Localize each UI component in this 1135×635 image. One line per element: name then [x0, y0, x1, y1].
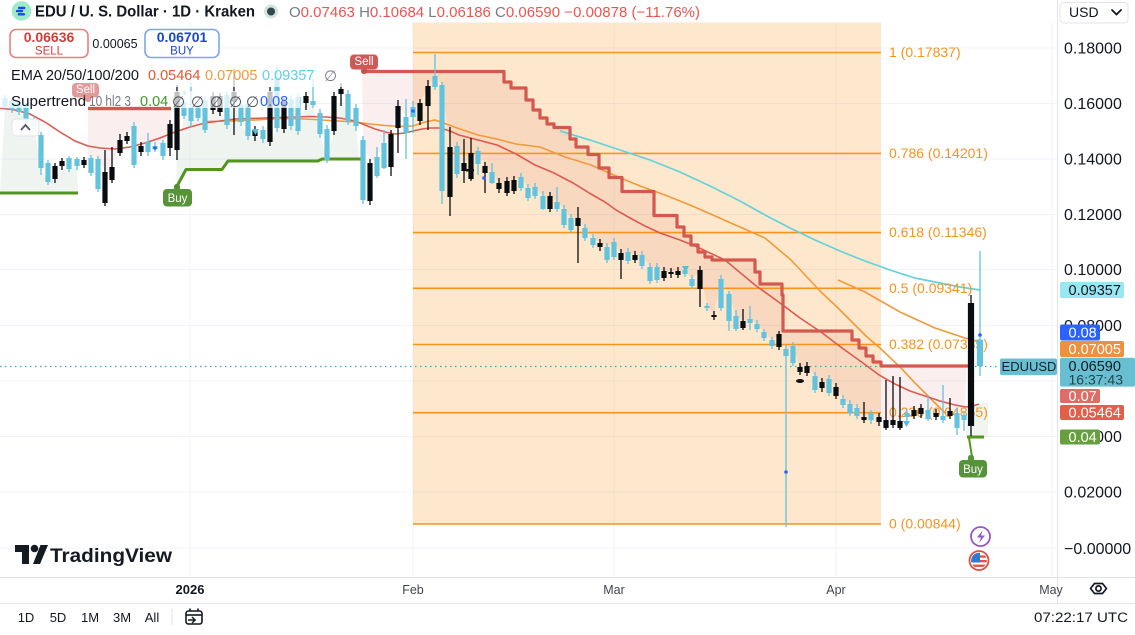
svg-text:−0.00000: −0.00000 — [1064, 541, 1131, 558]
svg-text:0.08: 0.08 — [1069, 326, 1097, 342]
svg-text:3M: 3M — [113, 610, 131, 625]
svg-text:0.09357: 0.09357 — [1069, 283, 1121, 299]
svg-text:Buy: Buy — [168, 193, 188, 205]
svg-text:0.02000: 0.02000 — [1064, 485, 1122, 502]
svg-text:∅: ∅ — [246, 94, 259, 111]
svg-text:0.382 (0.07335): 0.382 (0.07335) — [889, 336, 988, 352]
svg-text:May: May — [1039, 583, 1063, 597]
svg-text:0.12000: 0.12000 — [1064, 207, 1122, 224]
svg-text:0.04: 0.04 — [1069, 430, 1097, 446]
svg-text:USD: USD — [1069, 4, 1099, 20]
svg-text:0.18000: 0.18000 — [1064, 41, 1122, 58]
svg-text:07:22:17 UTC: 07:22:17 UTC — [1034, 610, 1128, 625]
svg-text:0.06701: 0.06701 — [157, 29, 208, 45]
svg-text:0.14000: 0.14000 — [1064, 152, 1122, 169]
svg-text:∅: ∅ — [229, 94, 242, 111]
svg-text:0.00065: 0.00065 — [92, 37, 137, 51]
svg-text:0 (0.00844): 0 (0.00844) — [889, 516, 961, 532]
svg-text:EDUUSD: EDUUSD — [1002, 359, 1057, 374]
svg-text:Feb: Feb — [402, 583, 424, 597]
svg-text:1D: 1D — [18, 610, 35, 625]
svg-text:0.08: 0.08 — [260, 94, 288, 110]
svg-text:EDU / U. S. Dollar · 1D · Krak: EDU / U. S. Dollar · 1D · Kraken — [35, 4, 255, 21]
svg-text:5D: 5D — [50, 610, 67, 625]
svg-text:Buy: Buy — [963, 464, 983, 476]
svg-text:All: All — [145, 610, 160, 625]
svg-text:16:37:43: 16:37:43 — [1069, 371, 1124, 387]
svg-text:0.05464: 0.05464 — [148, 68, 200, 84]
svg-text:0.06590: 0.06590 — [1069, 359, 1121, 375]
svg-text:Supertrend: Supertrend — [11, 94, 86, 110]
svg-text:0.07005: 0.07005 — [1069, 342, 1121, 358]
svg-text:2026: 2026 — [176, 582, 205, 597]
svg-text:1M: 1M — [81, 610, 99, 625]
svg-text:SELL: SELL — [35, 46, 64, 58]
svg-text:BUY: BUY — [170, 46, 194, 58]
svg-text:∅: ∅ — [210, 94, 223, 111]
svg-text:0.16000: 0.16000 — [1064, 96, 1122, 113]
svg-text:0.07: 0.07 — [1069, 389, 1097, 405]
svg-text:0.05464: 0.05464 — [1069, 406, 1121, 422]
svg-text:O0.07463 H0.10684 L0.06186 C0.: O0.07463 H0.10684 L0.06186 C0.06590 −0.0… — [289, 5, 700, 21]
svg-text:∅: ∅ — [172, 94, 185, 111]
svg-text:0.618 (0.11346): 0.618 (0.11346) — [889, 224, 987, 240]
svg-text:0.786 (0.14201): 0.786 (0.14201) — [889, 145, 988, 161]
svg-text:∅: ∅ — [324, 68, 337, 85]
svg-text:Sell: Sell — [76, 84, 95, 96]
svg-text:EMA 20/50/100/200: EMA 20/50/100/200 — [11, 68, 139, 84]
svg-text:Mar: Mar — [603, 583, 625, 597]
svg-text:0.04: 0.04 — [140, 94, 168, 110]
svg-text:∅: ∅ — [191, 94, 204, 111]
svg-text:Apr: Apr — [826, 583, 845, 597]
svg-text:TradingView: TradingView — [50, 545, 173, 567]
svg-text:0.09357: 0.09357 — [262, 68, 314, 84]
svg-text:0.10000: 0.10000 — [1064, 262, 1122, 279]
svg-text:0.07005: 0.07005 — [205, 68, 257, 84]
svg-text:1 (0.17837): 1 (0.17837) — [889, 44, 961, 60]
svg-text:Sell: Sell — [354, 56, 373, 68]
svg-text:0.5 (0.09341): 0.5 (0.09341) — [889, 280, 972, 296]
svg-text:0.06636: 0.06636 — [24, 29, 75, 45]
svg-text:10 hl2 3: 10 hl2 3 — [89, 94, 131, 110]
